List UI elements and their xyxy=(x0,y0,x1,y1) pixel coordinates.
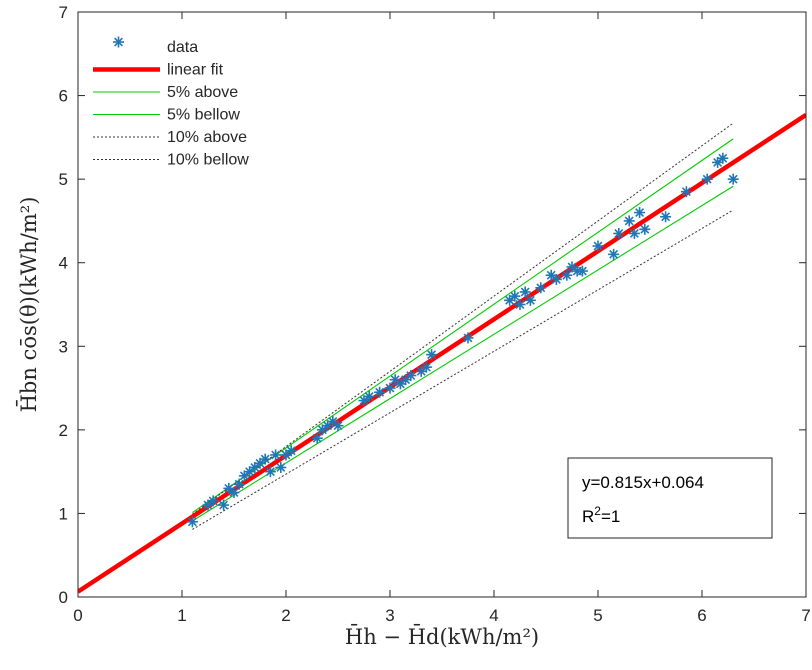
legend-item: 5% above xyxy=(93,84,238,101)
y-tick-label: 3 xyxy=(59,337,68,356)
y-axis-label: H̄bn cōs(θ)(kWh/m²) xyxy=(16,197,41,413)
data-point xyxy=(628,227,640,239)
r-squared: R2=1 xyxy=(582,504,620,526)
data-point xyxy=(186,516,198,528)
y-tick-label: 1 xyxy=(59,504,68,523)
data-point xyxy=(727,173,739,185)
data-point xyxy=(509,290,521,302)
x-tick-label: 3 xyxy=(385,606,394,625)
series-layer xyxy=(78,112,806,594)
data-point xyxy=(634,207,646,219)
data-point xyxy=(332,420,344,432)
data-point xyxy=(576,265,588,277)
data-point xyxy=(384,382,396,394)
data-point xyxy=(311,432,323,444)
data-point xyxy=(264,466,276,478)
legend: data linear fit 5% above 5% bellow 10% above… xyxy=(93,36,249,169)
annotation-box xyxy=(567,457,773,539)
series-line-5-above xyxy=(192,138,734,514)
y-tick-label: 0 xyxy=(59,588,68,607)
x-tick-label: 1 xyxy=(177,606,186,625)
data-point xyxy=(519,286,531,298)
data-point xyxy=(514,299,526,310)
legend-marker-asterisk xyxy=(113,36,124,48)
x-tick-label: 2 xyxy=(281,606,290,625)
data-point xyxy=(374,386,386,398)
data-point xyxy=(285,445,297,457)
data-point xyxy=(701,173,713,185)
data-point xyxy=(259,453,271,465)
data-point xyxy=(462,332,474,344)
data-point xyxy=(592,240,604,252)
fit-annotation: y=0.815x+0.064 R2=1 xyxy=(567,457,773,539)
data-point xyxy=(233,478,245,490)
legend-label: 5% bellow xyxy=(167,107,240,124)
data-point xyxy=(535,282,547,294)
axes-frame xyxy=(77,11,807,598)
x-tick-label: 7 xyxy=(801,606,810,625)
data-point xyxy=(623,215,635,227)
data-point xyxy=(613,227,625,239)
y-tick-label: 4 xyxy=(59,254,68,273)
series-line-10-above xyxy=(192,122,734,515)
data-point xyxy=(363,390,375,402)
data-point xyxy=(207,495,219,507)
legend-label: 10% above xyxy=(167,129,247,146)
legend-item: data xyxy=(113,36,198,56)
axes-layer: 0 1 2 3 4 5 6 7 0 1 2 3 4 5 6 7 xyxy=(59,3,811,625)
x-tick-label: 0 xyxy=(73,606,82,625)
y-tick-label: 5 xyxy=(59,170,68,189)
series-line-10-bellow xyxy=(192,209,734,530)
legend-item: linear fit xyxy=(93,62,224,79)
x-tick-label: 6 xyxy=(697,606,706,625)
fit-equation: y=0.815x+0.064 xyxy=(582,473,704,492)
data-point xyxy=(561,269,573,281)
x-tick-label: 4 xyxy=(489,606,498,625)
r-squared-suffix: =1 xyxy=(601,507,620,526)
legend-item: 10% bellow xyxy=(93,152,249,169)
data-point xyxy=(660,211,672,223)
legend-item: 10% above xyxy=(93,129,247,146)
data-point xyxy=(426,349,438,361)
data-point xyxy=(420,361,432,373)
legend-item: 5% bellow xyxy=(93,107,240,124)
data-point xyxy=(228,487,240,499)
y-tick-label: 7 xyxy=(59,3,68,22)
legend-label: 10% bellow xyxy=(167,152,249,169)
x-axis-label: H̄h − H̄d(kWh/m²) xyxy=(345,624,539,649)
data-point xyxy=(524,294,536,306)
data-point xyxy=(639,223,651,235)
legend-label: linear fit xyxy=(167,62,224,79)
r-squared-sup: 2 xyxy=(594,504,601,518)
data-point xyxy=(680,186,692,198)
data-point xyxy=(608,248,620,260)
data-point xyxy=(218,499,230,511)
y-tick-label: 6 xyxy=(59,87,68,106)
data-point xyxy=(550,273,562,285)
legend-label: 5% above xyxy=(167,84,238,101)
y-tick-label: 2 xyxy=(59,421,68,440)
r-squared-prefix: R xyxy=(582,507,594,526)
data-point xyxy=(717,152,729,164)
data-point xyxy=(405,370,417,382)
data-point xyxy=(270,449,282,461)
data-point xyxy=(275,461,287,473)
legend-label: data xyxy=(167,39,198,56)
x-tick-label: 5 xyxy=(593,606,602,625)
